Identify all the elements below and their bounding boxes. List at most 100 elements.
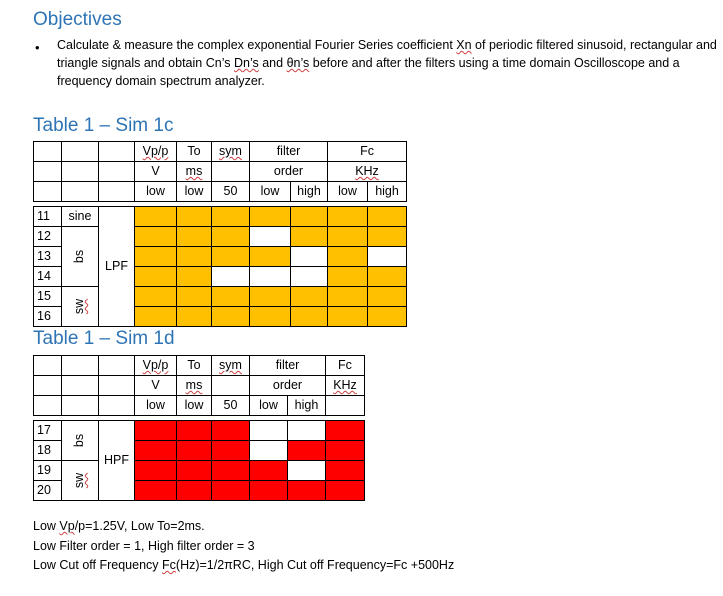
data-cell <box>366 206 408 227</box>
group-sw-label: sw <box>72 472 87 489</box>
header-to: To <box>176 141 212 162</box>
group-bs: bs <box>61 226 99 287</box>
header-order: order <box>249 161 328 182</box>
data-cell <box>134 266 177 287</box>
dn-term: Dn’s <box>233 56 259 70</box>
table-row: 19 sw <box>33 460 365 501</box>
header-high: high <box>290 181 328 202</box>
header-low: low <box>249 395 288 416</box>
header-low: low <box>327 181 368 202</box>
data-cell <box>287 420 326 441</box>
data-cell <box>290 246 328 267</box>
data-cell <box>325 480 365 501</box>
data-cell <box>211 246 250 267</box>
header-low: low <box>134 181 177 202</box>
data-cell <box>211 266 250 287</box>
header-low: low <box>176 395 212 416</box>
data-cell <box>176 306 212 327</box>
objectives-paragraph: Calculate & measure the complex exponent… <box>57 36 717 90</box>
data-cell <box>290 226 328 247</box>
header-unit-ms: ms <box>176 375 212 396</box>
data-cell <box>327 286 368 307</box>
note-3-fc: Fc <box>162 558 176 572</box>
header-order: order <box>249 375 326 396</box>
data-cell <box>211 440 250 461</box>
header-to: To <box>176 355 212 376</box>
table-row: 13 <box>33 246 408 267</box>
row-number: 16 <box>33 306 62 327</box>
table-row: 15 sw <box>33 286 408 327</box>
header-filter: filter <box>249 355 326 376</box>
data-cell <box>249 460 288 481</box>
objectives-text-3: and <box>258 56 287 70</box>
data-cell <box>327 246 368 267</box>
header-fifty: 50 <box>211 181 250 202</box>
data-cell <box>327 226 368 247</box>
data-cell <box>176 440 212 461</box>
objectives-heading: Objectives <box>33 9 122 30</box>
data-cell <box>249 286 291 307</box>
data-cell <box>134 306 177 327</box>
data-cell <box>211 480 250 501</box>
row-number: 14 <box>33 266 62 287</box>
row-number: 15 <box>33 286 62 307</box>
group-bs-label: bs <box>72 433 87 448</box>
table-row: 20 <box>33 480 365 501</box>
group-sw: sw <box>61 286 99 327</box>
note-line-1: Low Vp/p=1.25V, Low To=2ms. <box>33 519 205 533</box>
data-cell <box>211 460 250 481</box>
header-low: low <box>176 181 212 202</box>
note-line-3: Low Cut off Frequency Fc(Hz)=1/2πRC, Hig… <box>33 558 454 572</box>
data-cell <box>249 226 291 247</box>
table1-sim1c: Vp/p To sym filter Fc V ms order KHz low… <box>33 141 408 327</box>
header-unit-khz: KHz <box>326 161 408 182</box>
note-1-b: /p=1.25V, Low To=2ms. <box>74 519 205 533</box>
row-number: 11 <box>33 206 62 227</box>
data-cell <box>249 440 288 461</box>
data-cell <box>134 226 177 247</box>
header-fifty: 50 <box>211 395 250 416</box>
data-cell <box>366 266 408 287</box>
data-cell <box>366 286 408 307</box>
row-number: 18 <box>33 440 62 461</box>
header-filter: filter <box>249 141 328 162</box>
data-cell <box>134 480 177 501</box>
data-cell <box>134 440 177 461</box>
filter-hpf: HPF <box>98 420 135 501</box>
data-cell <box>211 306 250 327</box>
header-unit-ms: ms <box>176 161 212 182</box>
group-sw: sw <box>61 460 99 501</box>
data-cell <box>366 246 408 267</box>
data-cell <box>211 206 250 227</box>
data-cell <box>176 480 212 501</box>
data-cell <box>134 420 177 441</box>
data-cell <box>211 420 250 441</box>
group-bs: bs <box>61 420 99 461</box>
note-3-a: Low Cut off Frequency <box>33 558 163 572</box>
note-1-vp: Vp <box>59 519 75 533</box>
table-row: 18 <box>33 440 365 461</box>
theta-n-term: θn’s <box>286 56 310 70</box>
table-row: 11 sine LPF <box>33 206 408 327</box>
data-cell <box>176 246 212 267</box>
group-sw-label: sw <box>72 298 87 315</box>
data-cell <box>211 226 250 247</box>
data-cell <box>249 246 291 267</box>
row-number: 19 <box>33 460 62 481</box>
header-vpp: Vp/p <box>134 355 177 376</box>
data-cell <box>290 286 328 307</box>
data-cell <box>327 266 368 287</box>
row-number: 20 <box>33 480 62 501</box>
data-cell <box>249 206 291 227</box>
data-cell <box>134 206 177 227</box>
table1-heading: Table 1 – Sim 1c <box>33 115 174 136</box>
data-cell <box>287 440 326 461</box>
header-sym: sym <box>211 355 250 376</box>
header-unit-v: V <box>134 161 177 182</box>
data-cell <box>134 286 177 307</box>
data-cell <box>176 266 212 287</box>
header-unit-v: V <box>134 375 177 396</box>
data-cell <box>176 226 212 247</box>
data-cell <box>290 306 328 327</box>
table1-sim1d: Vp/p To sym filter Fc V ms order KHz low… <box>33 355 365 501</box>
